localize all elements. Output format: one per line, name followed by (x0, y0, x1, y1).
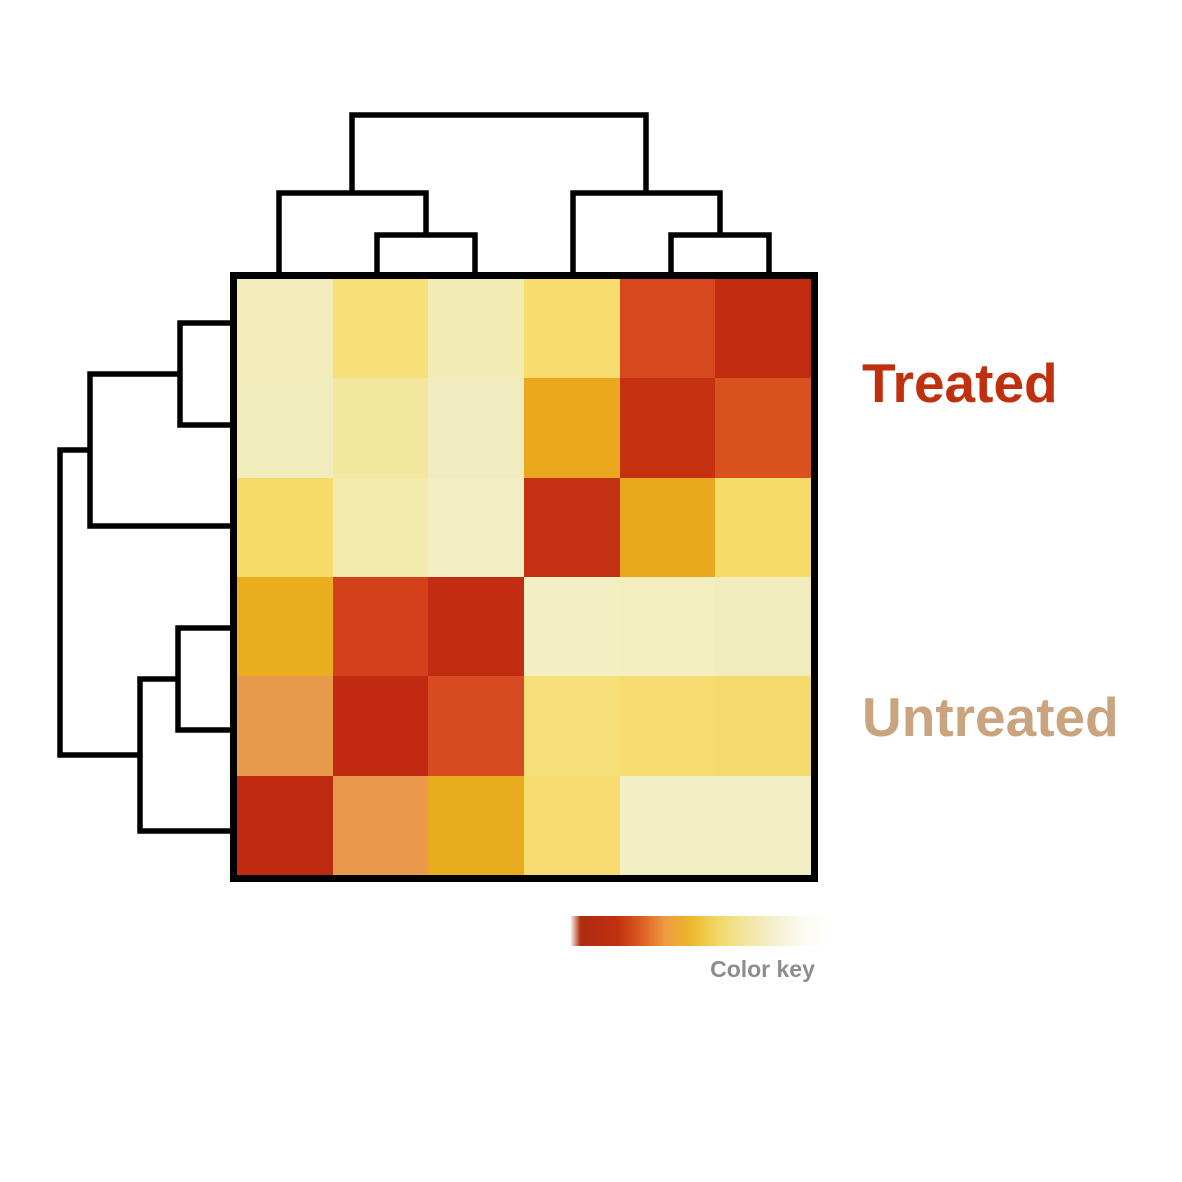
heatmap-cell-r5c5 (715, 775, 811, 875)
heatmap-cell-r1c1 (332, 378, 429, 478)
heatmap-cell-r4c3 (523, 676, 620, 776)
heatmap-cell-r4c2 (428, 676, 524, 776)
heatmap-cell-r1c5 (715, 378, 811, 478)
heatmap-cell-r2c1 (332, 477, 429, 577)
dendrogram-branch-5 (177, 320, 234, 428)
heatmap-cell-r2c4 (619, 477, 716, 577)
dendrogram-branch-4 (349, 112, 649, 193)
heatmap-cell-r5c3 (523, 775, 620, 875)
heatmap-cell-r1c0 (237, 378, 333, 478)
treated-group-label: Treated (862, 352, 1058, 414)
dendrogram-branch-7 (175, 625, 234, 733)
dendrogram-branch-2 (668, 232, 772, 276)
heatmap-cell-r2c2 (428, 477, 524, 577)
heatmap-cell-r3c3 (523, 577, 620, 677)
heatmap-cell-r1c3 (523, 378, 620, 478)
heatmap-cell-r3c1 (332, 577, 429, 677)
dendrogram-branch-6 (87, 371, 234, 529)
heatmap-cell-r0c0 (237, 279, 333, 379)
heatmap-cell-r3c5 (715, 577, 811, 677)
dendrogram-branch-1 (276, 190, 429, 276)
heatmap-cell-r3c2 (428, 577, 524, 677)
heatmap-cell-r0c2 (428, 279, 524, 379)
color-key-label: Color key (710, 956, 815, 982)
dendrogram-branch-9 (57, 447, 140, 758)
heatmap-cell-r4c0 (237, 676, 333, 776)
heatmap-cell-r4c1 (332, 676, 429, 776)
heatmap-cell-r5c4 (619, 775, 716, 875)
dendrogram-branch-8 (137, 676, 234, 834)
heatmap-cell-r2c3 (523, 477, 620, 577)
dendrogram-branch-3 (570, 190, 723, 276)
heatmap-cell-r4c5 (715, 676, 811, 776)
heatmap-cell-r2c0 (237, 477, 333, 577)
heatmap-cell-r0c5 (715, 279, 811, 379)
heatmap-cell-r5c2 (428, 775, 524, 875)
heatmap-cell-r0c3 (523, 279, 620, 379)
heatmap-cell-r2c5 (715, 477, 811, 577)
heatmap-cell-r0c1 (332, 279, 429, 379)
color-key-gradient (570, 916, 833, 946)
heatmap-cell-r3c4 (619, 577, 716, 677)
heatmap-cell-r1c2 (428, 378, 524, 478)
heatmap-matrix (230, 272, 818, 882)
heatmap-cell-r5c1 (332, 775, 429, 875)
heatmap-cell-r1c4 (619, 378, 716, 478)
dendrogram-branch-0 (374, 232, 478, 276)
heatmap-cell-r5c0 (237, 775, 333, 875)
heatmap-cell-r0c4 (619, 279, 716, 379)
heatmap-cell-r4c4 (619, 676, 716, 776)
heatmap-cell-r3c0 (237, 577, 333, 677)
untreated-group-label: Untreated (862, 686, 1119, 748)
